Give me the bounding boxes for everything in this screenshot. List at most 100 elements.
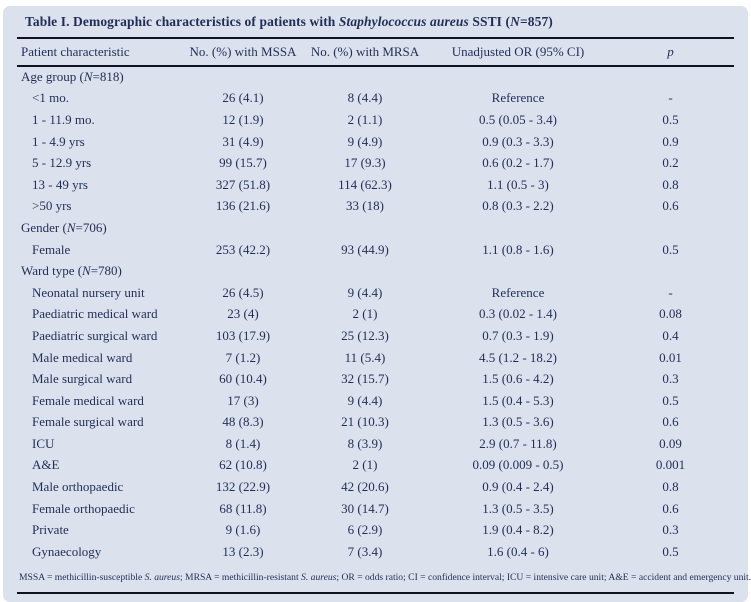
table-cell: 13 (2.3): [222, 543, 264, 559]
table-row: A&E 62 (10.8) 2 (1) 0.09 (0.009 - 0.5) 0.001: [17, 455, 734, 477]
table-row: 1 - 11.9 mo. 12 (1.9) 2 (1.1) 0.5 (0.05 - 3…: [17, 109, 734, 131]
table-cell: 11 (5.4): [344, 349, 386, 365]
table-row: 5 - 12.9 yrs 99 (15.7) 17 (9.3) 0.6 (0.2 - …: [17, 152, 734, 174]
table-cell: 1 - 11.9 mo.: [32, 111, 95, 127]
table-cell: Female orthopaedic: [32, 500, 135, 516]
table-cell: Female: [32, 241, 71, 257]
table-cell: 9 (4.4): [347, 392, 383, 408]
header-patient-characteristic: Patient characteristic: [17, 39, 185, 67]
table-cell: 0.3: [662, 522, 679, 538]
table-cell: 0.5: [662, 543, 679, 559]
table-cell: 1.6 (0.4 - 6): [487, 543, 549, 559]
table-cell: 5 - 12.9 yrs: [32, 155, 92, 171]
header-mrsa: No. (%) with MRSA: [301, 39, 429, 67]
table-row: >50 yrs 136 (21.6) 33 (18) 0.8 (0.3 - 2.2) 0…: [17, 196, 734, 218]
table-cell: 7 (1.2): [225, 349, 261, 365]
table-cell: 62 (10.8): [219, 457, 267, 473]
table-row: <1 mo. 26 (4.1) 8 (4.4) Reference -: [17, 88, 734, 110]
table-cell: Reference: [491, 284, 545, 300]
table-cell: 32 (15.7): [341, 371, 389, 387]
table-cell: 2 (1): [352, 306, 378, 322]
table-row: Male surgical ward 60 (10.4) 32 (15.7) 1.5 …: [17, 368, 734, 390]
header-p-value: p: [607, 39, 734, 67]
table-cell: 103 (17.9): [215, 327, 271, 343]
table-cell: 0.5: [662, 392, 679, 408]
table-cell: 9 (1.6): [225, 522, 261, 538]
table-cell: 99 (15.7): [219, 155, 267, 171]
table-cell: A&E: [32, 457, 60, 473]
table-row: Private 9 (1.6) 6 (2.9) 1.9 (0.4 - 8.2) 0.3: [17, 519, 734, 541]
section-label: Ward type (N=780): [21, 263, 122, 279]
table-cell: 0.001: [655, 457, 686, 473]
bottom-rule: [17, 591, 734, 594]
table-cell: <1 mo.: [32, 90, 69, 106]
title-rule: [17, 37, 734, 39]
table-cell: 0.9: [662, 133, 679, 149]
table-cell: Paediatric surgical ward: [32, 327, 158, 343]
table-cell: 26 (4.5): [222, 284, 264, 300]
table-cell: 8 (1.4): [225, 435, 261, 451]
table-cell: 8 (4.4): [347, 90, 383, 106]
section-row: Gender (N=706): [17, 217, 734, 239]
table-cell: 0.6: [662, 500, 679, 516]
table-row: Neonatal nursery unit 26 (4.5) 9 (4.4) Refe…: [17, 282, 734, 304]
table-cell: 114 (62.3): [338, 176, 392, 192]
table-cell: 12 (1.9): [222, 111, 264, 127]
table-cell: ICU: [32, 435, 55, 451]
table-cell: 0.6: [662, 414, 679, 430]
table-cell: 31 (4.9): [222, 133, 264, 149]
table-cell: 0.5: [662, 241, 679, 257]
table-cell: 33 (18): [346, 198, 384, 214]
table-row: Paediatric surgical ward 103 (17.9) 25 (12…: [17, 325, 734, 347]
table-cell: 1.5 (0.6 - 4.2): [482, 371, 554, 387]
table-cell: 48 (8.3): [222, 414, 264, 430]
table-cell: 0.9 (0.3 - 3.3): [482, 133, 554, 149]
header-mssa: No. (%) with MSSA: [185, 39, 301, 67]
table-cell: 93 (44.9): [341, 241, 389, 257]
table-cell: Paediatric medical ward: [32, 306, 158, 322]
header-unadjusted-or: Unadjusted OR (95% CI): [429, 39, 607, 67]
table-cell: -: [668, 90, 673, 106]
table-cell: 0.5 (0.05 - 3.4): [479, 111, 557, 127]
table-cell: 1.1 (0.8 - 1.6): [482, 241, 554, 257]
demographics-table: Patient characteristic No. (%) with MSSA…: [17, 39, 734, 563]
table-cell: Male medical ward: [32, 349, 133, 365]
table-cell: 60 (10.4): [219, 371, 267, 387]
table-cell: 0.3 (0.02 - 1.4): [479, 306, 557, 322]
table-cell: 68 (11.8): [219, 500, 267, 516]
table-row: Female 253 (42.2) 93 (44.9) 1.1 (0.8 - 1.6)…: [17, 239, 734, 261]
table-cell: 7 (3.4): [347, 543, 383, 559]
table-row: Male medical ward 7 (1.2) 11 (5.4) 4.5 (1.2…: [17, 347, 734, 369]
table-cell: 1.5 (0.4 - 5.3): [482, 392, 554, 408]
table-body: Age group (N=818) <1 mo. 26 (4.1) 8 (4.4) Re…: [17, 66, 734, 563]
table-cell: 0.08: [659, 306, 682, 322]
table-cell: 2 (1): [352, 457, 378, 473]
header-row: Patient characteristic No. (%) with MSSA…: [17, 39, 734, 67]
table-row: Female surgical ward 48 (8.3) 21 (10.3) 1.3…: [17, 412, 734, 434]
table-cell: 0.2: [662, 155, 679, 171]
table-cell: 327 (51.8): [215, 176, 271, 192]
table-cell: 1.1 (0.5 - 3): [487, 176, 549, 192]
table-cell: 0.09: [659, 435, 682, 451]
table-header: Patient characteristic No. (%) with MSSA…: [17, 39, 734, 67]
table-cell: 0.01: [659, 349, 682, 365]
table-cell: 23 (4): [227, 306, 259, 322]
table-row: Paediatric medical ward 23 (4) 2 (1) 0.3 (0…: [17, 304, 734, 326]
section-label: Age group (N=818): [21, 69, 124, 85]
table-cell: Male orthopaedic: [32, 479, 124, 495]
table-cell: 0.8: [662, 176, 679, 192]
table-cell: 17 (9.3): [344, 155, 386, 171]
table-title: Table I. Demographic characteristics of …: [25, 14, 553, 29]
table-cell: 9 (4.4): [347, 284, 383, 300]
table-cell: 9 (4.9): [347, 133, 383, 149]
table-cell: Reference: [491, 90, 545, 106]
table-row: Female orthopaedic 68 (11.8) 30 (14.7) 1.3 …: [17, 498, 734, 520]
table-row: 1 - 4.9 yrs 31 (4.9) 9 (4.9) 0.9 (0.3 - 3.3…: [17, 131, 734, 153]
table-cell: Neonatal nursery unit: [32, 284, 145, 300]
table-cell: 21 (10.3): [341, 414, 389, 430]
table-cell: 0.4: [662, 327, 679, 343]
table-cell: Male surgical ward: [32, 371, 133, 387]
table-cell: 30 (14.7): [341, 500, 389, 516]
table-cell: 2 (1.1): [347, 111, 383, 127]
